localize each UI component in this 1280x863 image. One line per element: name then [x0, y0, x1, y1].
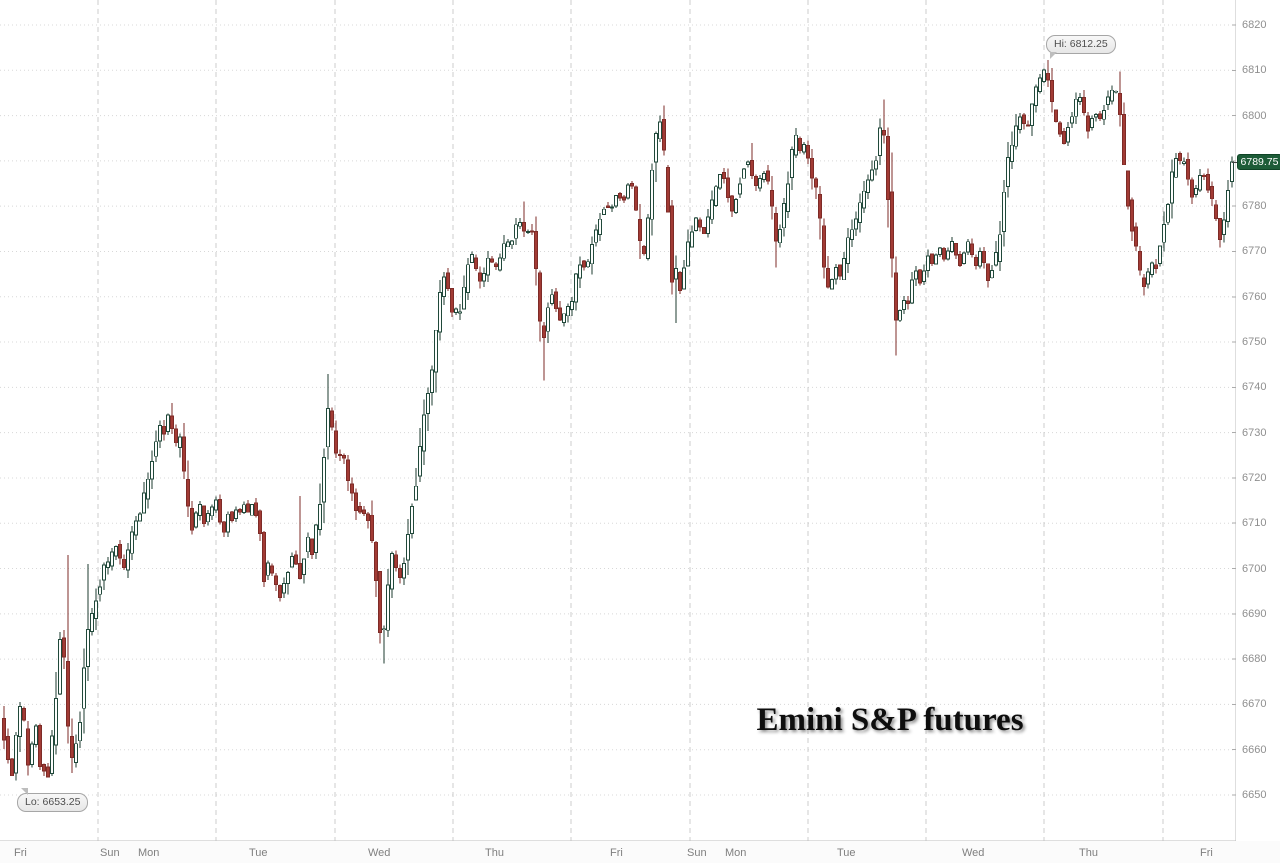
time-axis-label: Fri [610, 847, 623, 859]
time-axis-label: Mon [138, 847, 160, 859]
time-axis-label: Tue [837, 847, 856, 859]
time-axis-label: Sun [687, 847, 707, 859]
time-axis-label: Mon [725, 847, 747, 859]
high-annotation-label: Hi: 6812.25 [1054, 38, 1108, 51]
price-axis-label: 6750 [1242, 336, 1267, 349]
price-axis-label: 6770 [1242, 245, 1267, 258]
time-axis-label: Thu [1079, 847, 1098, 859]
time-axis-label: Wed [962, 847, 985, 859]
price-axis-label: 6810 [1242, 64, 1267, 77]
time-axis[interactable]: Fri Sun Mon Tue Wed Thu Fri Sun Mon Tue Wed Thu Fri [0, 841, 1280, 863]
time-axis-label: Thu [485, 847, 504, 859]
price-axis[interactable]: 6650 6660 6670 6680 6690 6700 6710 6720 6730 6740… [1236, 0, 1280, 841]
price-axis-label: 6730 [1242, 426, 1267, 439]
last-price-badge: 6789.75 [1237, 154, 1280, 170]
price-axis-label: 6780 [1242, 200, 1267, 213]
axis-ticks [7, 24, 1236, 845]
price-axis-label: 6740 [1242, 381, 1267, 394]
price-axis-label: 6700 [1242, 562, 1267, 575]
chart-title: Emini S&P futures [756, 702, 1024, 738]
price-axis-label: 6720 [1242, 471, 1267, 484]
price-axis-label: 6680 [1242, 653, 1267, 666]
price-axis-label: 6660 [1242, 743, 1267, 756]
high-annotation: Hi: 6812.25 [1046, 35, 1116, 60]
time-axis-label: Fri [1200, 847, 1213, 859]
price-axis-label: 6760 [1242, 290, 1267, 303]
time-axis-label: Tue [249, 847, 268, 859]
low-annotation: Lo: 6653.25 [17, 788, 89, 813]
candlesticks [2, 60, 1234, 781]
time-axis-label: Fri [14, 847, 27, 859]
time-axis-label: Wed [368, 847, 391, 859]
low-annotation-label: Lo: 6653.25 [25, 796, 81, 809]
last-price-tick [1232, 162, 1237, 163]
price-axis-label: 6670 [1242, 698, 1267, 711]
high-annotation-pointer [1050, 52, 1057, 60]
price-axis-label: 6650 [1242, 789, 1267, 801]
price-axis-label: 6710 [1242, 517, 1267, 530]
horizontal-gridlines [0, 24, 1236, 796]
low-annotation-pointer [21, 788, 28, 796]
price-axis-label: 6690 [1242, 607, 1267, 620]
time-axis-label: Sun [100, 847, 120, 859]
price-axis-label: 6800 [1242, 109, 1267, 122]
price-axis-label: 6820 [1242, 19, 1267, 31]
